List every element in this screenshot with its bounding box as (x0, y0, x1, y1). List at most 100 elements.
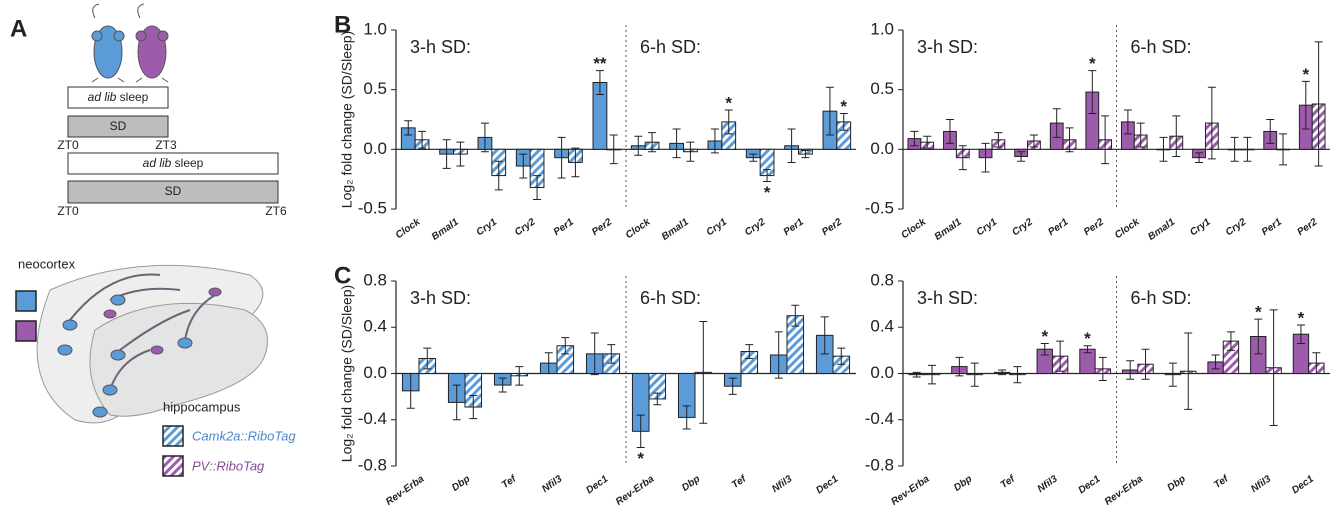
group-label: 6-h SD: (1131, 37, 1192, 57)
significance-mark: * (1041, 327, 1048, 346)
y-tick-label: 0.8 (363, 270, 387, 289)
error-bar (682, 405, 691, 430)
box-label: SD (110, 119, 127, 133)
error-bar (1296, 324, 1305, 344)
time-label: ZT3 (155, 138, 177, 152)
error-bar (801, 150, 810, 159)
error-bar (1254, 318, 1263, 355)
error-bar (1279, 133, 1288, 166)
timeline-box (67, 152, 279, 175)
x-tick-label: Bmal1 (1146, 216, 1177, 242)
error-bar (1314, 41, 1323, 167)
error-bar (970, 362, 979, 387)
error-bar (791, 304, 800, 327)
error-bar (1065, 127, 1074, 153)
y-tick-label: -0.8 (358, 455, 387, 474)
box-label: ad lib sleep (143, 156, 204, 170)
error-bar (1312, 352, 1321, 374)
error-bar (958, 145, 967, 171)
significance-mark: * (1298, 308, 1305, 327)
timeline-box (67, 180, 279, 204)
error-bar (609, 134, 618, 165)
significance-mark: * (725, 93, 732, 112)
mouse-icon (135, 3, 169, 83)
error-bar (571, 147, 580, 178)
error-bar (1230, 136, 1239, 162)
neurons (69, 273, 216, 391)
error-bar (1088, 70, 1097, 115)
error-bar (763, 169, 772, 183)
cell-bodies (57, 287, 222, 418)
error-bar (724, 109, 733, 135)
error-bar (442, 139, 451, 169)
x-tick-label: Rev-Erba (614, 473, 657, 507)
x-tick-label: Dbp (680, 474, 702, 494)
label-part: sleep (120, 90, 149, 104)
panel-label: A (10, 15, 27, 42)
error-bar (910, 130, 919, 147)
x-tick-label: Per1 (1046, 216, 1070, 238)
legend-swatch (15, 290, 37, 312)
significance-mark: * (1084, 329, 1091, 348)
timeline-box (67, 115, 169, 138)
x-tick-label: Tef (500, 473, 520, 491)
error-bar (955, 356, 964, 377)
error-bar (820, 316, 829, 355)
error-bar (494, 160, 503, 191)
error-bar (1017, 151, 1026, 162)
error-bar (406, 373, 415, 409)
error-bar (749, 153, 758, 162)
y-tick-label: 0.0 (870, 139, 894, 158)
error-bar (1243, 136, 1252, 162)
error-bar (825, 86, 834, 136)
x-tick-label: Cry1 (1188, 216, 1213, 238)
error-bar (787, 128, 796, 163)
significance-mark: * (1255, 303, 1262, 322)
time-label: ZT0 (57, 204, 79, 218)
error-bar (648, 132, 657, 153)
y-tick-label: 0.0 (870, 363, 894, 382)
x-tick-label: Dec1 (1290, 473, 1316, 496)
region-label: hippocampus (163, 399, 241, 414)
significance-mark: * (1302, 65, 1309, 84)
error-bar (607, 344, 616, 364)
error-bar (634, 135, 643, 156)
x-tick-label: Per1 (1260, 216, 1284, 238)
x-tick-label: Per1 (782, 216, 806, 238)
x-tick-label: Dec1 (584, 473, 610, 496)
x-tick-label: Per2 (590, 216, 614, 238)
y-tick-label: -0.4 (358, 409, 387, 428)
significance-mark: * (764, 183, 771, 202)
x-tick-label: Bmal1 (933, 216, 964, 242)
y-tick-label: 0.5 (870, 79, 894, 98)
y-axis-title: Log₂ fold change (SD/Sleep) (339, 285, 355, 462)
error-bar (672, 128, 681, 159)
legend-label: PV::RiboTag (192, 458, 265, 473)
group-label: 6-h SD: (640, 37, 701, 57)
error-bar (533, 175, 542, 200)
panel-a: A ad lib sleep SD ZT0 ZT3 ad lib sleep S… (10, 3, 296, 477)
error-bar (839, 113, 848, 131)
error-bar (1136, 122, 1145, 148)
mouse-icon (91, 3, 125, 83)
panel-label: C (334, 262, 351, 289)
label-part: sleep (175, 156, 204, 170)
y-tick-label: 1.0 (870, 19, 894, 38)
x-tick-label: Bmal1 (660, 216, 691, 242)
error-bar (519, 153, 528, 179)
error-bar (1195, 152, 1204, 163)
time-label: ZT6 (265, 204, 287, 218)
error-bar (404, 120, 413, 136)
label-part: ad lib (143, 156, 172, 170)
x-tick-label: Tef (999, 473, 1019, 491)
error-bar (981, 142, 990, 173)
group-label: 3-h SD: (410, 288, 471, 308)
x-tick-label: Rev-Erba (384, 473, 427, 507)
error-bar (912, 371, 921, 378)
error-bar (653, 392, 662, 406)
error-bar (699, 320, 708, 424)
y-axis-title: Log₂ fold change (SD/Sleep) (339, 31, 355, 208)
error-bar (515, 366, 524, 386)
y-tick-label: 0.4 (870, 317, 894, 336)
x-tick-label: Dbp (952, 474, 974, 494)
